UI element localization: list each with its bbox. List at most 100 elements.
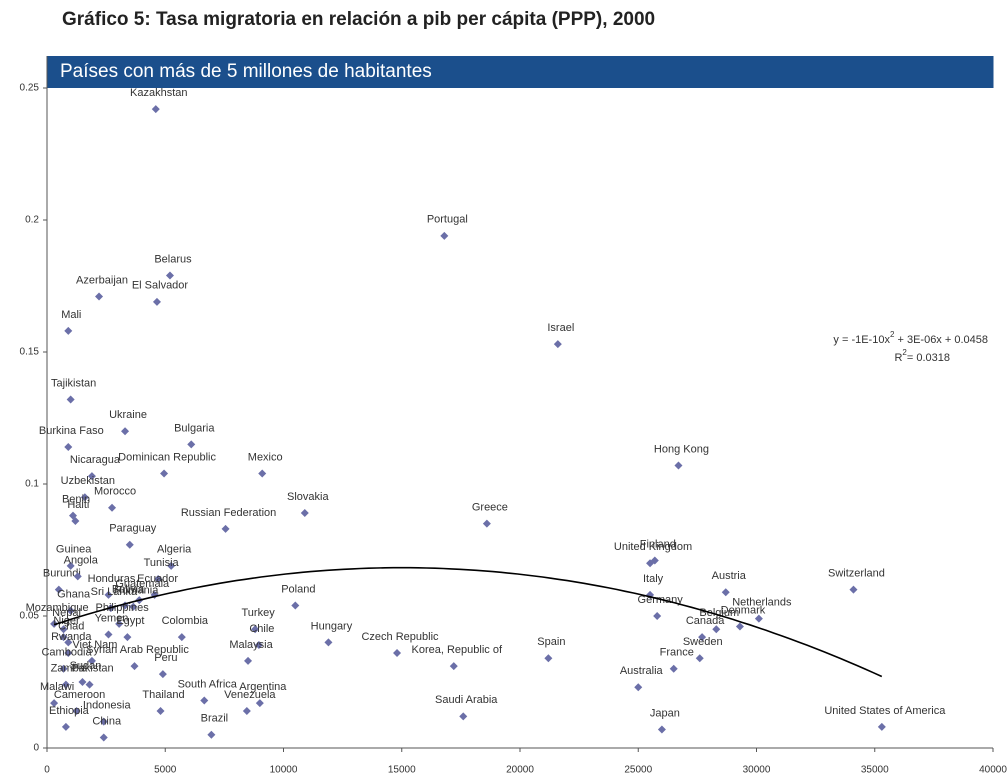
point-label: Yemen [95, 612, 129, 624]
point-label: Burkina Faso [39, 425, 104, 437]
point-label: Burundi [43, 568, 81, 580]
y-tick-label: 0.15 [20, 347, 40, 358]
point [544, 654, 553, 663]
point-label: Chad [58, 620, 84, 632]
point [160, 469, 169, 478]
point [158, 670, 167, 679]
point-label: Mali [61, 309, 81, 321]
point-label: Pakistan [71, 663, 113, 675]
point-label: Mexico [248, 451, 283, 463]
point-label: United Kingdom [614, 541, 692, 553]
point [54, 585, 63, 594]
point-label: Tunisia [144, 557, 180, 569]
point [50, 699, 59, 708]
point [553, 340, 562, 349]
point-label: Tajikistan [51, 377, 96, 389]
point-label: Malawi [40, 681, 74, 693]
point [115, 619, 124, 628]
point-label: El Salvador [132, 280, 189, 292]
banner [47, 56, 993, 88]
point-label: Saudi Arabia [435, 694, 498, 706]
point [291, 601, 300, 610]
point [99, 717, 108, 726]
point [64, 443, 73, 452]
point-label: Indonesia [83, 700, 132, 712]
point [66, 606, 75, 615]
point [129, 602, 138, 611]
point [61, 680, 70, 689]
point-label: Ghana [57, 589, 91, 601]
point-label: Angola [64, 554, 99, 566]
point [71, 516, 80, 525]
y-tick-label: 0.05 [20, 611, 40, 622]
x-tick-label: 40000 [979, 765, 1007, 776]
point [87, 472, 96, 481]
point-label: Nepal [52, 607, 81, 619]
point [721, 588, 730, 597]
point-label: Sweden [683, 636, 723, 648]
point [698, 633, 707, 642]
point [80, 493, 89, 502]
point [95, 292, 104, 301]
point-label: Zambia [51, 663, 89, 675]
point-label: Cambodia [41, 647, 92, 659]
text-part: 2 [902, 348, 907, 357]
point-label: Bolivia [112, 583, 145, 595]
point-label: Denmark [721, 604, 766, 616]
y-tick-label: 0 [33, 743, 39, 754]
point [177, 633, 186, 642]
point [66, 395, 75, 404]
text-part: R [894, 352, 902, 364]
point-label: Hungary [311, 620, 353, 632]
trend-r2: R2= 0.0318 [894, 348, 950, 364]
point-label: Malaysia [229, 639, 273, 651]
point-label: Australia [620, 665, 664, 677]
point [300, 509, 309, 518]
point-label: Romania [114, 585, 159, 597]
point [99, 733, 108, 742]
point [64, 326, 73, 335]
point [254, 641, 263, 650]
chart-title: Gráfico 5: Tasa migratoria en relación a… [62, 9, 655, 30]
chart-subtitle: Países con más de 5 millones de habitant… [60, 61, 432, 82]
point-label: Sudan [70, 660, 102, 672]
point-label: Uzbekistan [61, 475, 115, 487]
point-label: Benin [62, 494, 90, 506]
point-label: Canada [686, 615, 725, 627]
point-label: Ethiopia [49, 705, 90, 717]
point [64, 648, 73, 657]
point-label: Poland [281, 583, 315, 595]
point [877, 722, 886, 731]
point [104, 590, 113, 599]
text-part: + 3E-06x + 0.0458 [894, 334, 988, 346]
point-label: Egypt [116, 615, 144, 627]
x-tick-label: 25000 [624, 765, 652, 776]
text-part: 2 [890, 330, 895, 339]
point-label: Paraguay [109, 523, 157, 535]
point-label: Israel [547, 322, 574, 334]
point [121, 427, 130, 436]
x-tick-label: 0 [44, 765, 50, 776]
point [646, 559, 655, 568]
point [72, 707, 81, 716]
point [255, 699, 264, 708]
point [754, 614, 763, 623]
point-label: Slovakia [287, 491, 329, 503]
point [207, 730, 216, 739]
point-label: Nicaragua [70, 454, 121, 466]
point-label: Netherlands [732, 597, 792, 609]
point [165, 271, 174, 280]
point-label: Syrian Arab Republic [86, 644, 189, 656]
x-tick-label: 20000 [506, 765, 534, 776]
point [152, 297, 161, 306]
point [393, 648, 402, 657]
point-label: Sri Lanka [91, 586, 138, 598]
point [187, 440, 196, 449]
point [258, 469, 267, 478]
point [123, 633, 132, 642]
point [695, 654, 704, 663]
point-label: Dominican Republic [118, 451, 216, 463]
point-label: Colombia [162, 615, 209, 627]
point-label: Philippines [96, 602, 150, 614]
point-label: Honduras [88, 573, 136, 585]
